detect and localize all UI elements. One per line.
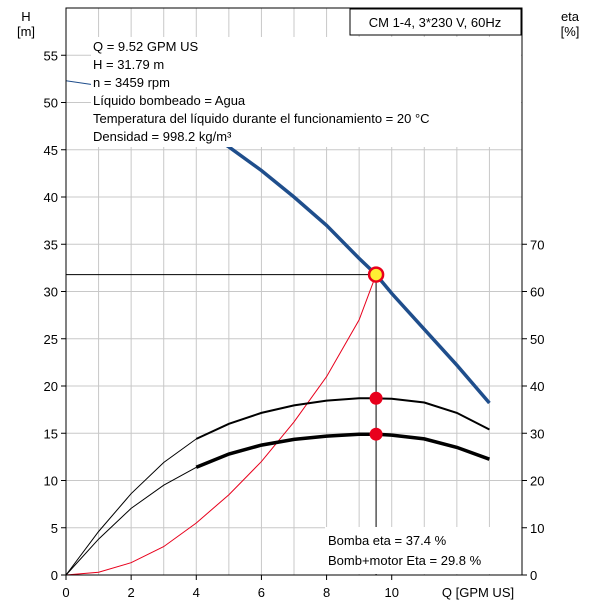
y-left-tick-label: 50 bbox=[44, 96, 58, 111]
y-right-tick-label: 30 bbox=[530, 426, 544, 441]
x-tick-label: 10 bbox=[384, 585, 398, 600]
info-line: Q = 9.52 GPM US bbox=[93, 39, 198, 54]
pump-eta-marker bbox=[369, 391, 383, 405]
y-right-tick-label: 0 bbox=[530, 568, 537, 583]
y-left-tick-label: 0 bbox=[51, 568, 58, 583]
overlays bbox=[66, 266, 385, 575]
y-left-tick-label: 30 bbox=[44, 285, 58, 300]
x-tick-label: 2 bbox=[128, 585, 135, 600]
y-left-tick-label: 20 bbox=[44, 379, 58, 394]
y-left-tick-label: 15 bbox=[44, 426, 58, 441]
y-right-tick-label: 50 bbox=[530, 332, 544, 347]
x-axis-label: Q [GPM US] bbox=[442, 585, 514, 600]
y-left-tick-label: 40 bbox=[44, 190, 58, 205]
eta-box bbox=[325, 527, 521, 574]
x-tick-label: 6 bbox=[258, 585, 265, 600]
info-line: H = 31.79 m bbox=[93, 57, 164, 72]
info-background bbox=[91, 37, 521, 147]
y-right-tick-label: 60 bbox=[530, 285, 544, 300]
y-left-tick-label: 45 bbox=[44, 143, 58, 158]
y-right-label-line-1: eta bbox=[561, 9, 580, 24]
eta-pump-text: Bomba eta = 37.4 % bbox=[328, 533, 447, 548]
total-eta-marker bbox=[369, 427, 383, 441]
x-tick-label: 4 bbox=[193, 585, 200, 600]
x-tick-label: 8 bbox=[323, 585, 330, 600]
y-left-tick-label: 5 bbox=[51, 521, 58, 536]
info-line: Densidad = 998.2 kg/m³ bbox=[93, 129, 232, 144]
title-box bbox=[349, 8, 522, 36]
info-line: n = 3459 rpm bbox=[93, 75, 170, 90]
y-right-tick-label: 70 bbox=[530, 237, 544, 252]
info-block: Q = 9.52 GPM US H = 31.79 m n = 3459 rpm Lí… bbox=[91, 37, 521, 147]
y-left-tick-label: 35 bbox=[44, 237, 58, 252]
duty-point-marker bbox=[367, 266, 385, 283]
y-right-label-line-2: [%] bbox=[561, 24, 580, 39]
pump-eta-curve bbox=[195, 397, 490, 440]
y-left-tick-label: 10 bbox=[44, 474, 58, 489]
y-left-label-line-1: H bbox=[21, 9, 30, 24]
y-right-tick-label: 20 bbox=[530, 474, 544, 489]
y-left-label-line-2: [m] bbox=[17, 24, 35, 39]
axes: 0 2 4 6 8 10 0 5 10 15 20 25 30 35 40 45 50 55 0 10 20 30 40 50… bbox=[44, 48, 545, 600]
y-left-tick-label: 55 bbox=[44, 48, 58, 63]
eta-total-text: Bomb+motor Eta = 29.8 % bbox=[328, 553, 482, 568]
y-right-tick-label: 40 bbox=[530, 379, 544, 394]
y-left-tick-label: 25 bbox=[44, 332, 58, 347]
head-curve bbox=[195, 124, 491, 405]
y-right-tick-label: 10 bbox=[530, 521, 544, 536]
info-line: Temperatura del líquido durante el funci… bbox=[93, 111, 430, 126]
power-curve bbox=[65, 274, 377, 576]
chart-title: CM 1-4, 3*230 V, 60Hz bbox=[369, 15, 501, 30]
x-tick-label: 0 bbox=[62, 585, 69, 600]
info-line: Líquido bombeado = Agua bbox=[93, 93, 246, 108]
total-eta-curve bbox=[195, 432, 490, 469]
